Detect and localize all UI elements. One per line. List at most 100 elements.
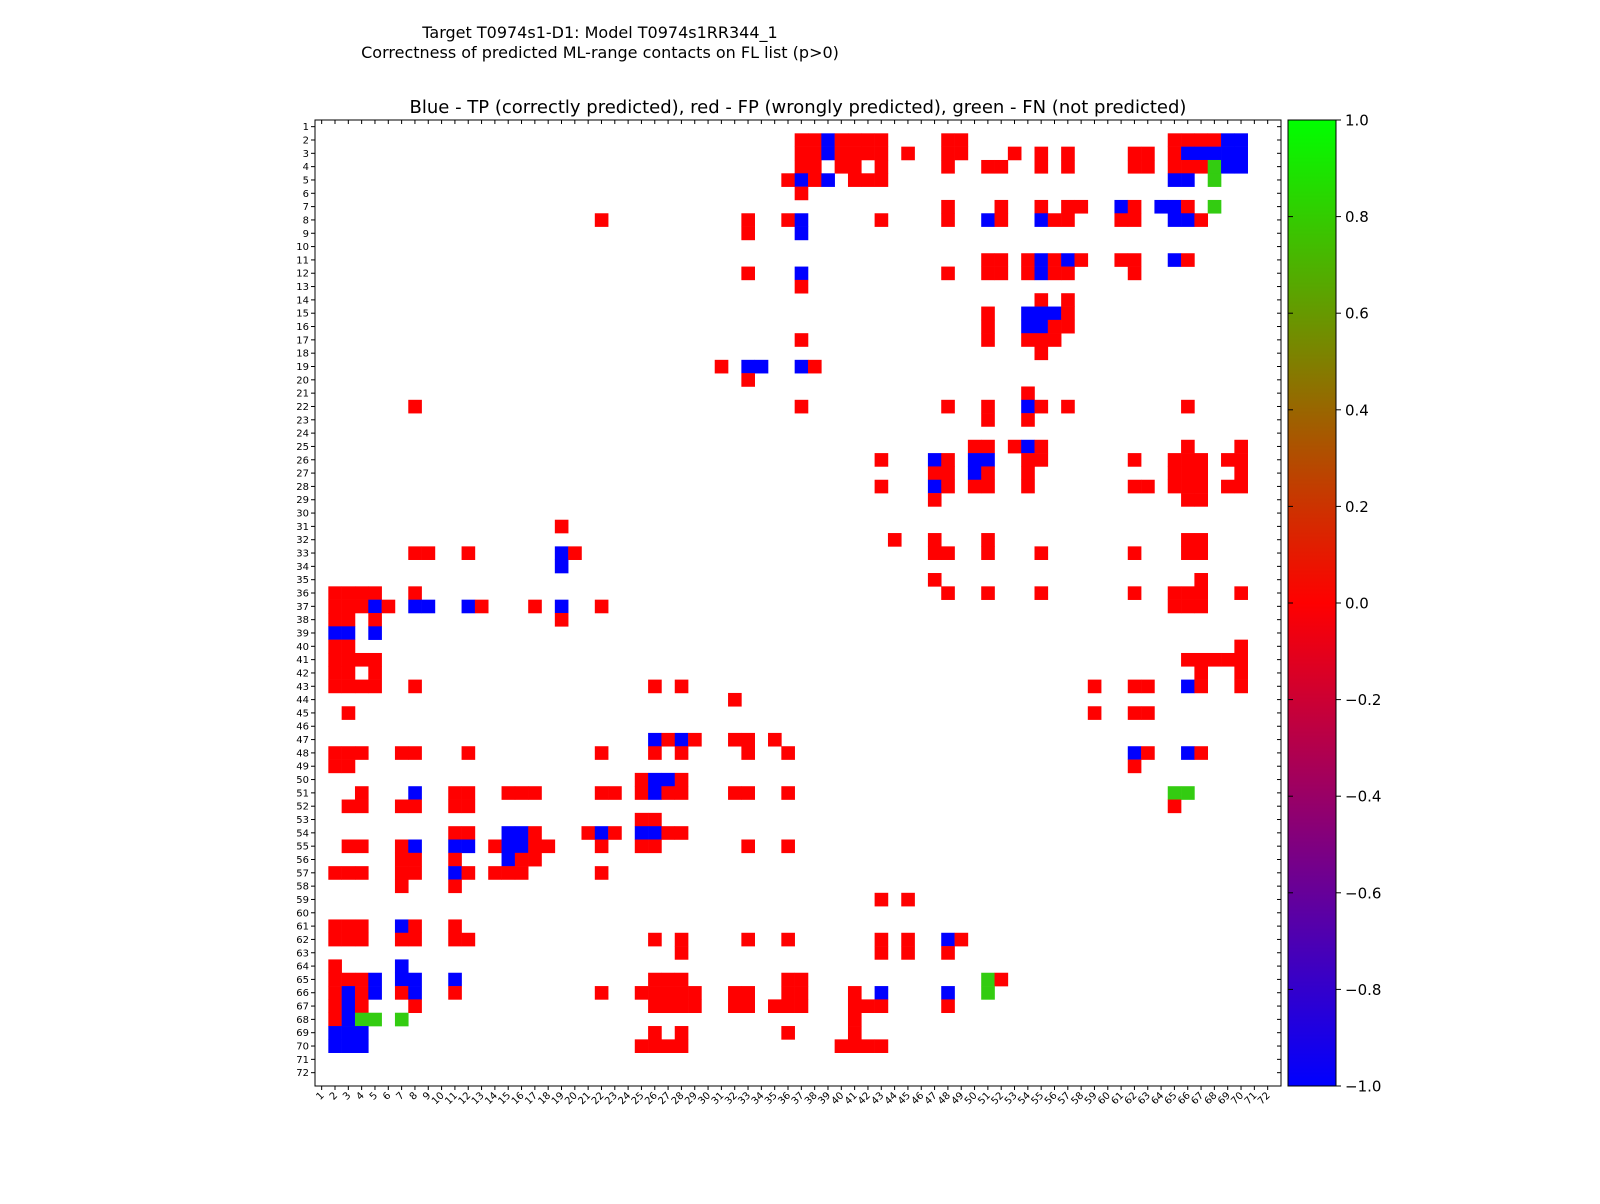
contact-cell <box>847 1012 862 1027</box>
contact-cell <box>328 626 342 640</box>
contact-cell <box>648 1026 662 1040</box>
contact-cell <box>368 652 382 667</box>
contact-cell <box>514 866 529 880</box>
contact-cell <box>754 359 769 374</box>
contact-cell <box>354 932 369 947</box>
contact-cell <box>941 999 955 1014</box>
contact-cell <box>648 732 662 747</box>
contact-cell <box>1034 346 1049 361</box>
contact-cell <box>981 253 995 267</box>
y-tick-label: 35 <box>296 575 309 586</box>
contact-cell <box>1207 159 1222 174</box>
contact-cell <box>981 546 995 560</box>
contact-cell <box>648 986 662 1000</box>
contact-cell <box>341 1039 356 1053</box>
contact-cell <box>861 146 875 161</box>
contact-cell <box>1154 199 1169 214</box>
contact-cell <box>741 266 755 281</box>
contact-cell <box>794 186 809 201</box>
contact-cell <box>1047 253 1062 267</box>
y-tick-label: 59 <box>296 895 309 906</box>
contact-cell <box>781 932 795 947</box>
contact-cell <box>341 919 356 934</box>
contact-cell <box>408 986 422 1000</box>
contact-cell <box>1234 159 1248 174</box>
y-tick-label: 64 <box>296 962 309 973</box>
contact-cell <box>781 986 795 1000</box>
contact-cell <box>1181 599 1195 614</box>
contact-cell <box>661 786 676 800</box>
contact-cell <box>368 666 382 680</box>
contact-cell <box>1234 652 1248 667</box>
y-tick-label: 15 <box>296 309 309 320</box>
y-tick-label: 29 <box>296 495 309 506</box>
contact-cell <box>861 173 875 187</box>
y-tick-label: 11 <box>296 255 309 266</box>
contact-cell <box>781 173 795 187</box>
contact-cell <box>1167 453 1182 467</box>
contact-cell <box>741 839 755 854</box>
colorbar-tick-label: −1.0 <box>1345 1078 1381 1096</box>
y-tick-label: 22 <box>296 402 309 413</box>
contact-cell <box>941 199 955 214</box>
contact-cell <box>821 146 835 161</box>
contact-cell <box>581 826 596 840</box>
contact-cell <box>394 746 409 760</box>
contact-cell <box>927 533 942 547</box>
contact-cell <box>648 772 662 787</box>
contact-cell <box>821 173 835 187</box>
contact-cell <box>661 986 676 1000</box>
contact-cell <box>927 573 942 587</box>
contact-cell <box>448 932 462 947</box>
contact-cell <box>354 839 369 854</box>
contact-cell <box>981 533 995 547</box>
contact-cell <box>807 146 822 161</box>
contact-cell <box>661 772 676 787</box>
x-tick-label: 7 <box>394 1090 406 1102</box>
contact-cell <box>1167 786 1182 800</box>
contact-cell <box>1181 213 1195 227</box>
contact-cell <box>408 999 422 1014</box>
contact-cell <box>354 599 369 614</box>
contact-cell <box>394 799 409 814</box>
colorbar-tick-label: 0.6 <box>1345 305 1369 323</box>
contact-cell <box>901 946 915 960</box>
y-tick-label: 43 <box>296 682 309 693</box>
contact-cell <box>1194 573 1209 587</box>
contact-cell <box>674 746 689 760</box>
y-tick-label: 51 <box>296 788 309 799</box>
contact-cell <box>1194 679 1209 694</box>
contact-cell <box>461 786 476 800</box>
x-tick-label: 8 <box>408 1090 420 1102</box>
contact-cell <box>1021 479 1035 494</box>
contact-cell <box>661 999 676 1014</box>
contact-cell <box>1194 159 1209 174</box>
contact-cell <box>847 173 862 187</box>
contact-cell <box>1034 199 1049 214</box>
y-tick-label: 71 <box>296 1055 309 1066</box>
contact-cell <box>714 359 729 374</box>
contact-cell <box>328 866 342 880</box>
contact-cell <box>1181 479 1195 494</box>
contact-cell <box>341 599 356 614</box>
contact-cell <box>941 479 955 494</box>
contact-cell <box>674 732 689 747</box>
colorbar-tick-label: −0.2 <box>1345 691 1381 709</box>
contact-cell <box>448 879 462 894</box>
contact-cell <box>341 999 356 1014</box>
y-tick-label: 19 <box>296 362 309 373</box>
contact-cell <box>941 932 955 947</box>
contact-cell <box>1181 652 1195 667</box>
contact-cell <box>1034 266 1049 281</box>
y-tick-label: 8 <box>303 215 309 226</box>
contact-cell <box>394 919 409 934</box>
contact-cell <box>967 439 982 454</box>
contact-cell <box>1167 599 1182 614</box>
contact-cell <box>1234 439 1248 454</box>
contact-cell <box>941 986 955 1000</box>
contact-cell <box>741 786 755 800</box>
contact-cell <box>994 159 1009 174</box>
contact-cell <box>341 746 356 760</box>
contact-cell <box>847 146 862 161</box>
contact-cell <box>768 732 782 747</box>
